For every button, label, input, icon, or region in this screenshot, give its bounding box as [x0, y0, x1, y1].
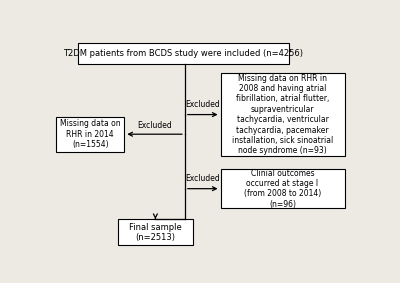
Text: Missing data on
RHR in 2014
(n=1554): Missing data on RHR in 2014 (n=1554)	[60, 119, 121, 149]
Text: Clinial outcomes
occurred at stage I
(from 2008 to 2014)
(n=96): Clinial outcomes occurred at stage I (fr…	[244, 169, 321, 209]
FancyBboxPatch shape	[118, 219, 193, 245]
Text: Missing data on RHR in
2008 and having atrial
fibrillation, atrial flutter,
supr: Missing data on RHR in 2008 and having a…	[232, 74, 333, 155]
Text: Final sample
(n=2513): Final sample (n=2513)	[129, 222, 182, 242]
Text: Excluded: Excluded	[137, 121, 172, 130]
FancyBboxPatch shape	[78, 43, 289, 65]
FancyBboxPatch shape	[220, 73, 344, 156]
Text: T2DM patients from BCDS study were included (n=4256): T2DM patients from BCDS study were inclu…	[63, 49, 303, 58]
Text: Excluded: Excluded	[185, 100, 220, 109]
FancyBboxPatch shape	[56, 117, 124, 152]
FancyBboxPatch shape	[220, 169, 344, 208]
Text: Excluded: Excluded	[185, 174, 220, 183]
